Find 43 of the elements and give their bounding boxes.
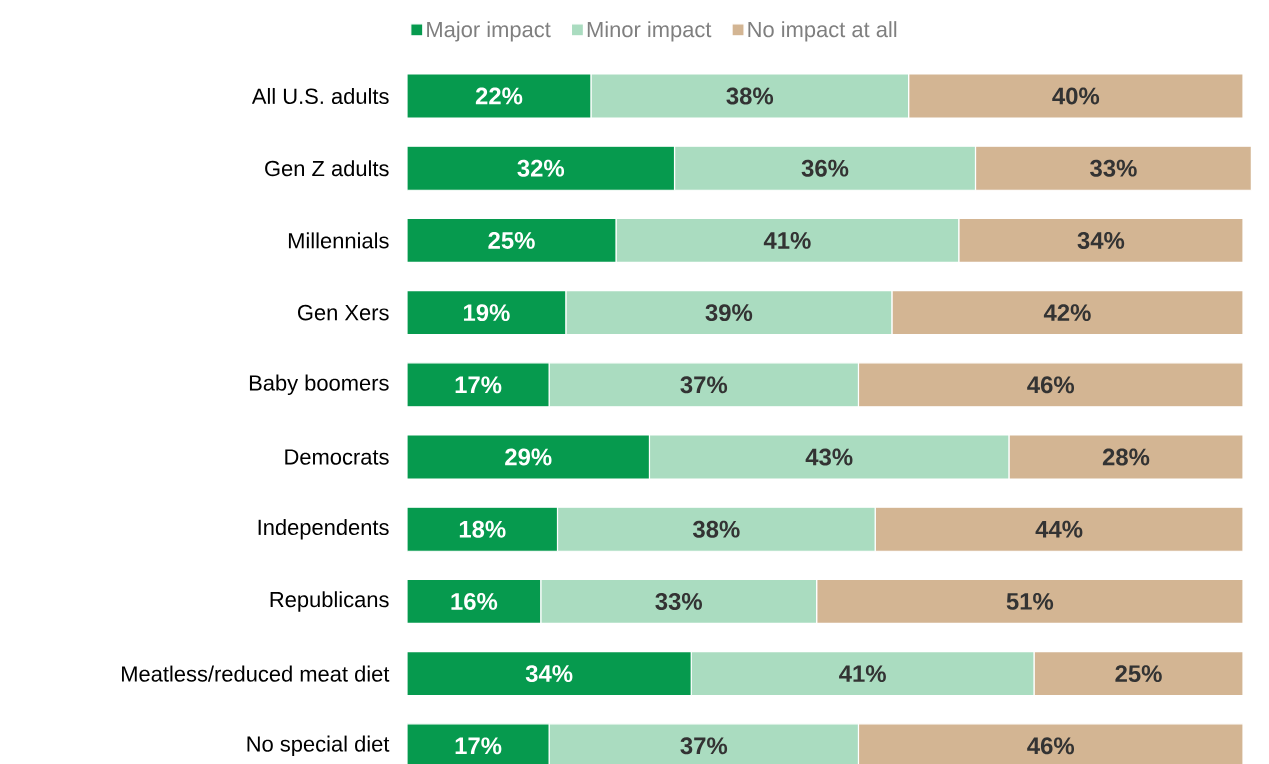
y-tick-label: Gen Xers bbox=[298, 304, 389, 321]
data-label: 41% bbox=[763, 232, 811, 249]
data-label: 32% bbox=[517, 159, 565, 177]
data-label: 37% bbox=[680, 737, 728, 755]
data-label: 34% bbox=[525, 665, 573, 683]
data-label: 25% bbox=[488, 231, 535, 249]
data-label: 46% bbox=[1027, 376, 1075, 394]
data-label: 39% bbox=[705, 304, 753, 322]
data-label: 40% bbox=[1052, 87, 1100, 105]
y-tick-label: No special diet bbox=[247, 735, 390, 757]
data-label: 42% bbox=[1043, 304, 1091, 322]
y-tick-label: Meatless/reduced meat diet bbox=[122, 665, 390, 682]
data-label: 36% bbox=[801, 159, 849, 177]
data-label: 34% bbox=[1077, 231, 1125, 249]
data-label: 44% bbox=[1035, 520, 1083, 538]
data-label: 43% bbox=[805, 448, 853, 466]
data-label: 17% bbox=[455, 737, 502, 755]
data-label: 38% bbox=[692, 520, 740, 538]
legend-label: Minor impact bbox=[587, 21, 712, 42]
data-label: 16% bbox=[451, 592, 498, 610]
data-label: 33% bbox=[1090, 159, 1137, 177]
data-label: 28% bbox=[1102, 448, 1150, 466]
data-label: 22% bbox=[475, 87, 523, 105]
legend-label: No impact at all bbox=[748, 21, 897, 42]
data-label: 41% bbox=[839, 665, 886, 683]
y-tick-label: Baby boomers bbox=[249, 374, 389, 396]
data-label: 17% bbox=[455, 376, 502, 394]
y-tick-label: Gen Z adults bbox=[265, 160, 389, 177]
y-tick-label: Democrats bbox=[285, 449, 389, 465]
data-label: 25% bbox=[1115, 665, 1162, 683]
legend-label: Major impact bbox=[427, 21, 551, 42]
y-tick-label: Millennials bbox=[288, 232, 389, 249]
y-tick-label: Independents bbox=[258, 519, 389, 540]
y-tick-label: Republicans bbox=[270, 591, 389, 612]
data-label: 29% bbox=[505, 448, 552, 466]
data-label: 19% bbox=[464, 304, 510, 322]
data-label: 37% bbox=[680, 376, 728, 394]
data-label: 38% bbox=[726, 87, 774, 105]
data-label: 51% bbox=[1006, 592, 1054, 610]
data-label: 33% bbox=[655, 592, 702, 610]
data-label: 46% bbox=[1027, 737, 1075, 755]
y-tick-label: All U.S. adults bbox=[251, 87, 389, 105]
data-label: 18% bbox=[459, 520, 506, 538]
